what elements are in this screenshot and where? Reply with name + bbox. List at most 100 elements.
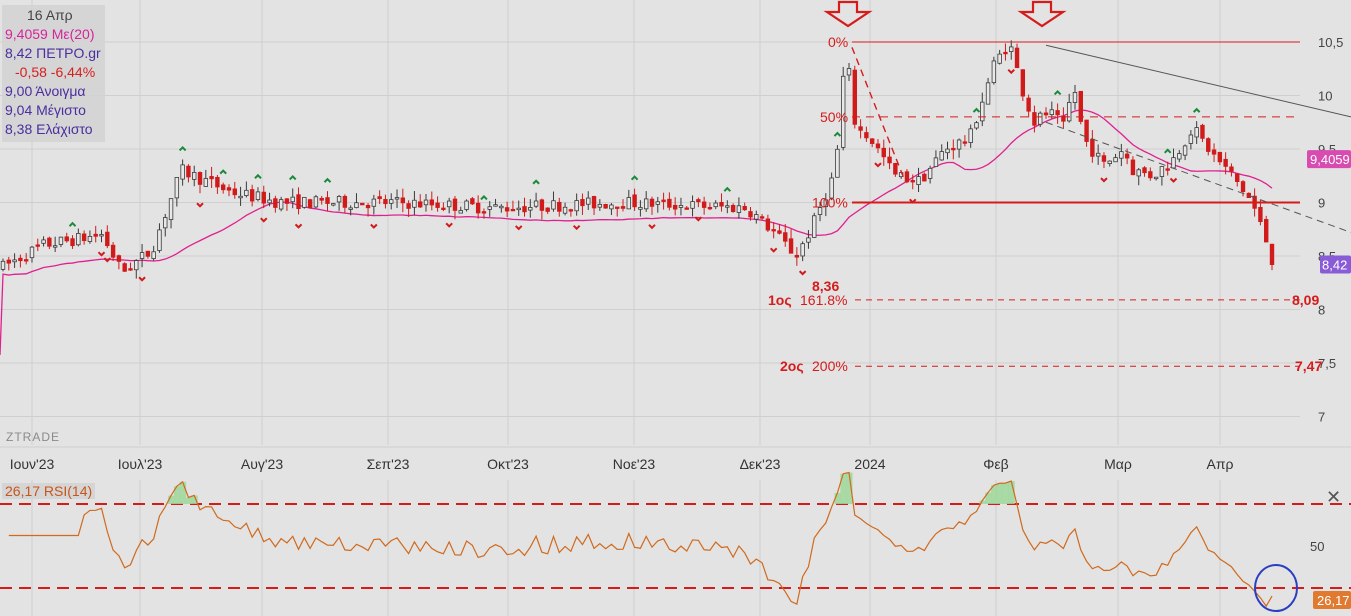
- candle-body: [1159, 166, 1165, 177]
- candle-body: [678, 205, 684, 208]
- candle-body: [684, 207, 689, 210]
- candle-body: [841, 75, 846, 148]
- candle-body: [493, 204, 498, 207]
- swing-high-marker: [289, 174, 297, 181]
- candle-body: [122, 263, 127, 272]
- swing-high-marker: [532, 179, 540, 185]
- rsi-pane: [0, 480, 1300, 616]
- candle-body: [609, 204, 614, 210]
- fib-target: 8,09: [1292, 292, 1319, 308]
- candle: [562, 202, 568, 216]
- candle-body: [394, 197, 400, 200]
- candle: [157, 223, 162, 253]
- candle: [336, 194, 342, 211]
- candle-body: [1066, 102, 1072, 122]
- candle-body: [632, 194, 637, 208]
- close-icon[interactable]: ✕: [1326, 487, 1342, 507]
- info-date: 16 Απρ: [27, 7, 73, 23]
- swing-low-marker: [648, 224, 656, 230]
- candle-body: [360, 202, 365, 206]
- candle-body: [35, 244, 40, 247]
- candle: [771, 222, 776, 239]
- candle: [105, 225, 110, 249]
- candle: [1119, 143, 1124, 167]
- candle-body: [794, 254, 800, 258]
- candle: [360, 202, 365, 206]
- candle-body: [1211, 149, 1217, 155]
- candle-body: [226, 187, 232, 191]
- candle: [916, 167, 921, 192]
- candle-body: [342, 195, 348, 208]
- swing-low-marker: [572, 224, 581, 231]
- swing-high-marker: [68, 221, 77, 227]
- candle-body: [99, 234, 104, 237]
- candle: [904, 169, 910, 184]
- candle-body: [1032, 112, 1037, 126]
- x-tick-label: Μαρ: [1104, 456, 1132, 472]
- candle-body: [869, 138, 875, 144]
- candle-body: [475, 202, 481, 214]
- candle: [1095, 144, 1101, 165]
- swing-high-marker: [323, 177, 332, 183]
- candle: [226, 184, 232, 197]
- candle: [620, 199, 626, 212]
- candle-body: [1124, 153, 1130, 159]
- candle: [690, 195, 695, 217]
- candle: [429, 191, 434, 211]
- candle: [1206, 137, 1211, 156]
- candle: [713, 200, 718, 210]
- candle-body: [591, 196, 597, 209]
- low-label: 8,36: [812, 278, 839, 294]
- candle-body: [580, 199, 585, 207]
- candle: [81, 230, 87, 245]
- candle: [730, 203, 736, 213]
- candle: [47, 236, 52, 250]
- candle: [927, 165, 933, 184]
- candle: [823, 193, 829, 217]
- candle-body: [1113, 157, 1118, 163]
- candle: [383, 194, 388, 209]
- candle-body: [1142, 167, 1147, 174]
- candle: [18, 254, 23, 268]
- candle-body: [435, 202, 440, 208]
- candle-body: [1194, 127, 1199, 138]
- candle-body: [904, 171, 910, 183]
- candle-body: [649, 198, 655, 207]
- candle: [655, 196, 660, 213]
- candle: [203, 169, 209, 187]
- candle-body: [446, 200, 452, 208]
- candle: [632, 188, 637, 211]
- candle-body: [516, 207, 521, 211]
- candle-body: [1235, 173, 1240, 182]
- candle-body: [927, 167, 933, 179]
- candle: [435, 196, 440, 212]
- swing-low-marker: [260, 217, 268, 223]
- candle: [1055, 103, 1060, 124]
- candle-body: [441, 207, 446, 210]
- swing-low-marker: [1007, 68, 1015, 75]
- candle: [1264, 215, 1269, 243]
- arrow-down-icon: [823, 0, 873, 28]
- candle: [800, 241, 805, 262]
- candle: [701, 196, 707, 215]
- candle-body: [93, 233, 98, 237]
- candle-body: [788, 238, 794, 254]
- swing-high-marker: [219, 169, 227, 175]
- info-high: 9,04 Μέγιστο: [5, 102, 86, 118]
- candle: [389, 193, 394, 210]
- candle-body: [1217, 151, 1223, 163]
- candle: [23, 252, 29, 265]
- candle-body: [319, 197, 324, 201]
- rsi-overbought-fill: [1002, 483, 1009, 504]
- candle: [974, 121, 979, 130]
- candle: [545, 207, 550, 214]
- candle-body: [192, 172, 197, 180]
- candle: [180, 159, 185, 186]
- candle: [951, 139, 956, 160]
- candle-body: [302, 196, 307, 208]
- candle: [76, 228, 81, 247]
- candle-body: [423, 199, 429, 206]
- rsi-overbought-fill: [979, 500, 986, 504]
- candle: [394, 189, 400, 208]
